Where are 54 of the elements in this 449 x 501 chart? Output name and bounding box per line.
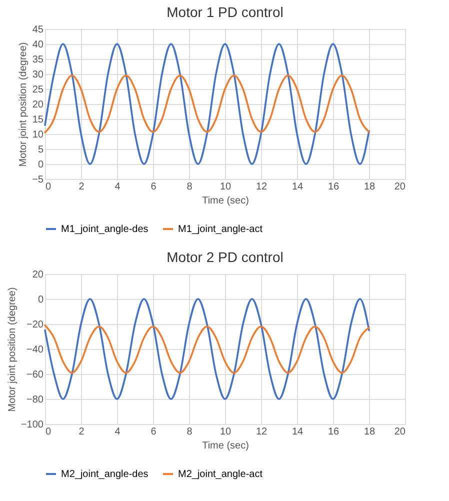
y-tick-label: 5: [38, 144, 44, 156]
x-tick-label: 14: [292, 182, 304, 192]
x-axis-title: Time (sec): [202, 440, 249, 452]
x-tick-label: 18: [364, 182, 376, 192]
x-tick-label: 20: [394, 426, 406, 438]
y-tick-label: 20: [32, 100, 44, 110]
chart-title: Motor 2 PD control: [166, 249, 284, 265]
x-tick-label: 8: [186, 182, 193, 192]
chart-title: Motor 1 PD control: [166, 4, 284, 20]
y-tick-label: 15: [32, 114, 44, 126]
x-tick-label: 6: [150, 182, 157, 192]
x-tick-label: 16: [328, 426, 340, 438]
y-tick-label: −100: [20, 420, 44, 430]
y-tick-label: −80: [26, 394, 44, 406]
y-tick-label: 10: [32, 130, 44, 140]
y-tick-label: −40: [26, 344, 44, 356]
x-tick-label: 4: [114, 426, 121, 438]
x-tick-label: 2: [78, 182, 85, 192]
legend-label: M2_joint_angle-des: [61, 469, 148, 480]
x-tick-label: 10: [220, 182, 232, 192]
y-tick-label: −5: [32, 174, 44, 186]
y-tick-label: 45: [32, 24, 44, 36]
legend-label: M1_joint_angle-act: [178, 224, 263, 235]
y-tick-label: 25: [32, 84, 44, 96]
y-axis-title: Motor joint position (degree): [18, 42, 30, 167]
y-tick-label: 20: [32, 270, 44, 280]
y-tick-label: 30: [32, 70, 44, 80]
y-tick-label: 40: [32, 40, 44, 50]
legend-label: M2_joint_angle-act: [178, 469, 263, 480]
y-axis-title: Motor joint position (degree): [6, 287, 18, 412]
x-tick-label: 0: [46, 182, 52, 192]
line-series: [44, 324, 370, 374]
y-tick-label: 0: [38, 160, 44, 170]
y-tick-label: 0: [38, 294, 44, 306]
x-tick-label: 12: [256, 426, 268, 438]
x-tick-label: 18: [364, 426, 376, 438]
y-tick-label: −60: [26, 370, 44, 380]
legend-label: M1_joint_angle-des: [61, 224, 148, 235]
line-series: [44, 43, 370, 165]
x-tick-label: 16: [328, 182, 340, 192]
x-axis-title: Time (sec): [202, 196, 249, 206]
x-tick-label: 6: [150, 426, 157, 438]
x-tick-label: 20: [394, 182, 406, 192]
x-tick-label: 4: [114, 182, 121, 192]
x-tick-label: 14: [292, 426, 304, 438]
x-tick-label: 12: [256, 182, 268, 192]
y-tick-label: 35: [32, 54, 44, 66]
x-tick-label: 8: [186, 426, 193, 438]
line-series: [44, 74, 370, 134]
x-tick-label: 2: [78, 426, 85, 438]
x-tick-label: 0: [46, 426, 52, 438]
y-tick-label: −20: [26, 320, 44, 330]
line-series: [44, 298, 370, 400]
x-tick-label: 10: [220, 426, 232, 438]
